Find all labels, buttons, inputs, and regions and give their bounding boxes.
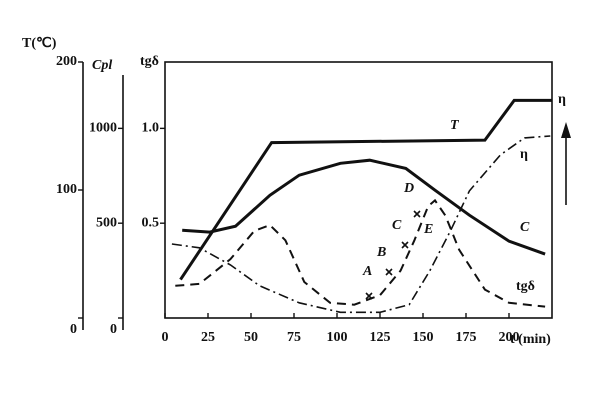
- series-label: tgδ: [516, 279, 535, 294]
- x-tick-label: 125: [370, 330, 391, 345]
- series-line: [175, 198, 546, 308]
- y-axis-title: T(℃): [22, 36, 57, 51]
- y-tick-label: 100: [56, 182, 77, 197]
- x-tick-label: 175: [456, 330, 477, 345]
- annotation: C: [392, 218, 402, 233]
- series-label: η: [520, 147, 528, 162]
- series-label: T: [450, 118, 460, 133]
- y-tick-label: 0: [70, 322, 77, 337]
- y3-tick-label: 0.5: [142, 215, 160, 230]
- annotation: E: [423, 222, 433, 237]
- series-line: [179, 98, 552, 281]
- annotation: η: [558, 92, 566, 107]
- y2-tick-label: 1000: [89, 121, 117, 136]
- x-tick-label: 200: [499, 330, 520, 345]
- x-tick-label: 150: [413, 330, 434, 345]
- series-line: [182, 158, 546, 256]
- point-markers: [365, 210, 421, 300]
- y-tick-label: 200: [56, 54, 77, 69]
- x-tick-label: 0: [162, 330, 169, 345]
- series-label: C: [520, 220, 530, 235]
- x-tick-label: 100: [327, 330, 348, 345]
- y2-tick-label: 0: [110, 322, 117, 337]
- x-tick-label: 25: [201, 330, 215, 345]
- x-tick-label: 50: [244, 330, 258, 345]
- x-axis-title: t (min): [510, 332, 551, 347]
- arrow-head: [561, 122, 571, 138]
- annotation: B: [376, 245, 386, 260]
- annotation: A: [362, 264, 372, 279]
- x-tick-label: 75: [287, 330, 301, 345]
- series-line: [171, 135, 551, 314]
- annotation: D: [403, 181, 414, 196]
- y3-tick-label: 1.0: [142, 121, 160, 136]
- y3-axis-title: tgδ: [140, 54, 159, 69]
- y2-axis-title: Cpl: [92, 58, 112, 73]
- plot-frame: [164, 61, 553, 319]
- y2-tick-label: 500: [96, 215, 117, 230]
